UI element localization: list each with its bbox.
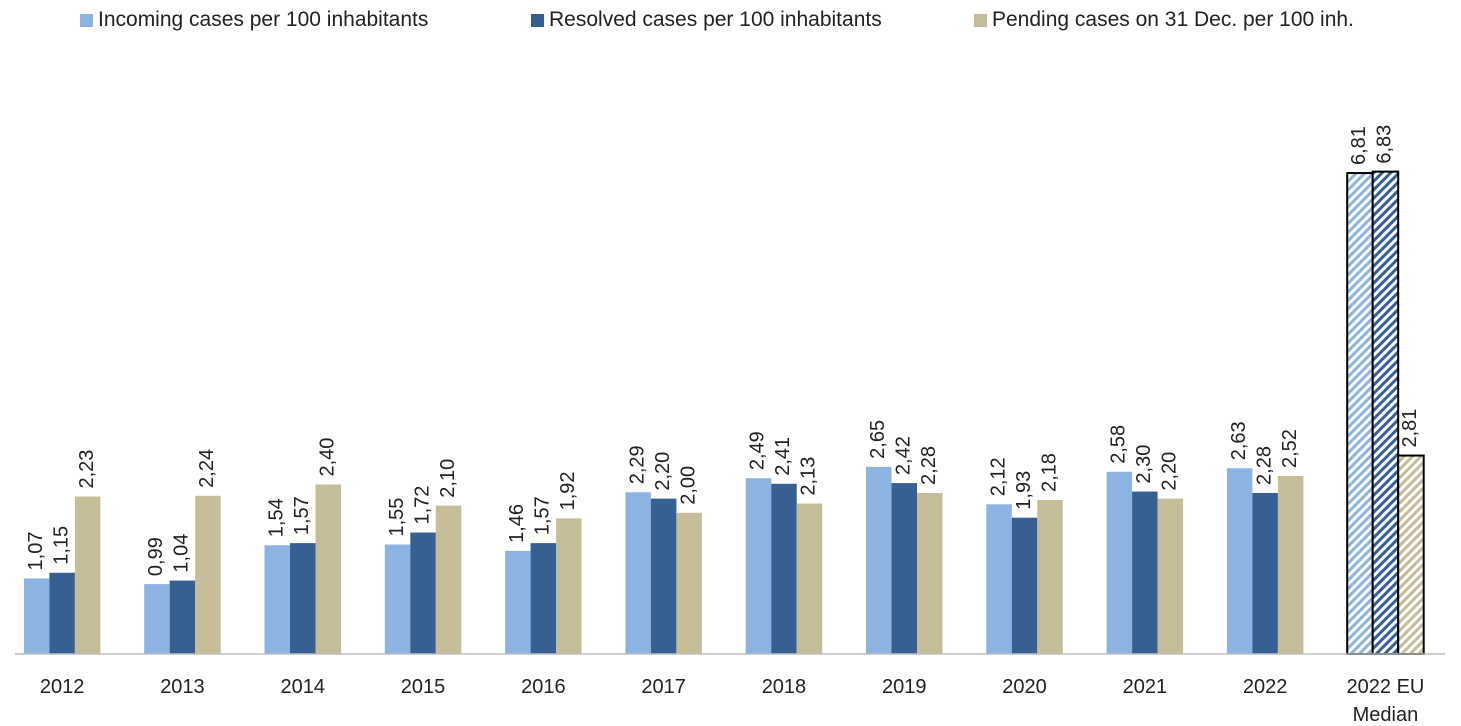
bar xyxy=(771,483,797,654)
bar xyxy=(1277,476,1304,654)
value-label: 2,28 xyxy=(1253,446,1275,485)
bar xyxy=(745,478,772,654)
x-tick-label: 2022 EU Median xyxy=(1346,676,1425,726)
value-label: 1,54 xyxy=(266,498,288,537)
bar xyxy=(505,550,531,654)
bar xyxy=(556,518,582,654)
x-tick-label: 2016 xyxy=(521,676,566,698)
bar xyxy=(796,503,823,654)
x-tick-label: 2021 xyxy=(1122,676,1168,698)
bar xyxy=(384,544,411,654)
value-label: 2,41 xyxy=(772,437,794,476)
value-label: 2,00 xyxy=(677,466,699,505)
value-label: 1,15 xyxy=(50,526,72,565)
x-tick-label: 2012 xyxy=(39,676,85,698)
bar xyxy=(315,484,341,654)
bar xyxy=(676,512,702,654)
value-label: 2,28 xyxy=(918,446,940,485)
bar xyxy=(530,543,557,654)
legend-swatch xyxy=(974,13,987,27)
x-tick-label: 2020 xyxy=(1002,676,1047,698)
value-label: 2,24 xyxy=(196,449,218,488)
bar xyxy=(891,483,917,654)
value-label: 2,18 xyxy=(1038,453,1060,492)
legend-item: Resolved cases per 100 inhabitants xyxy=(531,8,882,32)
legend-label: Pending cases on 31 Dec. per 100 inh. xyxy=(992,8,1354,31)
bar xyxy=(1226,468,1253,654)
x-tick-label: 2019 xyxy=(882,676,927,698)
x-tick-label: 2022 xyxy=(1242,676,1288,698)
value-label: 1,57 xyxy=(291,496,313,535)
value-label: 2,52 xyxy=(1279,429,1301,468)
value-label: 6,83 xyxy=(1374,125,1396,164)
value-label: 6,81 xyxy=(1348,126,1370,165)
x-tick-label: 2013 xyxy=(160,676,205,698)
legend-item: Pending cases on 31 Dec. per 100 inh. xyxy=(974,8,1354,32)
bar xyxy=(1252,492,1278,654)
value-label: 0,99 xyxy=(145,537,167,576)
bar xyxy=(49,572,75,654)
value-label: 2,29 xyxy=(626,445,648,484)
bar xyxy=(866,466,892,654)
value-label: 2,23 xyxy=(76,450,98,489)
legend-swatch xyxy=(531,13,544,27)
bar xyxy=(74,496,101,654)
bar xyxy=(410,532,436,654)
bar xyxy=(986,504,1012,654)
value-label: 2,49 xyxy=(747,431,769,470)
bar xyxy=(1132,491,1158,654)
value-label: 1,57 xyxy=(532,496,554,535)
value-label: 1,55 xyxy=(386,498,408,537)
legend-label: Resolved cases per 100 inhabitants xyxy=(549,8,882,31)
value-label: 1,92 xyxy=(557,471,579,510)
value-label: 2,40 xyxy=(317,438,339,477)
bar xyxy=(144,584,170,654)
bar xyxy=(625,492,651,654)
value-label: 2,12 xyxy=(987,457,1009,496)
bar xyxy=(1397,454,1425,656)
legend-label: Incoming cases per 100 inhabitants xyxy=(98,8,429,31)
value-label: 2,13 xyxy=(798,457,820,496)
bar xyxy=(1106,471,1133,654)
x-tick-label: 2014 xyxy=(280,676,326,698)
value-label: 1,04 xyxy=(171,534,193,573)
bar xyxy=(435,505,462,654)
bar xyxy=(1011,517,1038,654)
value-label: 2,63 xyxy=(1228,421,1250,460)
bar xyxy=(195,495,221,654)
value-label: 1,07 xyxy=(25,531,47,570)
value-label: 2,42 xyxy=(893,436,915,475)
x-tick-label: 2017 xyxy=(641,676,686,698)
value-label: 2,30 xyxy=(1133,445,1155,484)
bar xyxy=(169,580,196,654)
bar xyxy=(264,545,290,654)
x-tick-label: 2018 xyxy=(761,676,807,698)
bar xyxy=(1157,498,1184,654)
bar xyxy=(1346,172,1374,655)
bar xyxy=(1371,170,1400,655)
value-label: 1,93 xyxy=(1013,471,1035,510)
value-label: 2,20 xyxy=(1159,452,1181,491)
value-label: 1,72 xyxy=(411,486,433,525)
bar xyxy=(650,498,677,654)
bar xyxy=(290,543,316,654)
value-label: 2,20 xyxy=(652,452,674,491)
value-label: 1,46 xyxy=(506,504,528,543)
bar xyxy=(23,578,50,654)
legend-item: Incoming cases per 100 inhabitants xyxy=(80,8,428,32)
value-label: 2,10 xyxy=(437,459,459,498)
bar xyxy=(917,492,943,654)
x-tick-label: 2015 xyxy=(400,676,446,698)
value-label: 2,81 xyxy=(1399,409,1421,448)
value-label: 2,65 xyxy=(867,420,889,459)
bar xyxy=(1037,500,1063,654)
value-label: 2,58 xyxy=(1108,425,1130,464)
legend-swatch xyxy=(80,13,93,27)
